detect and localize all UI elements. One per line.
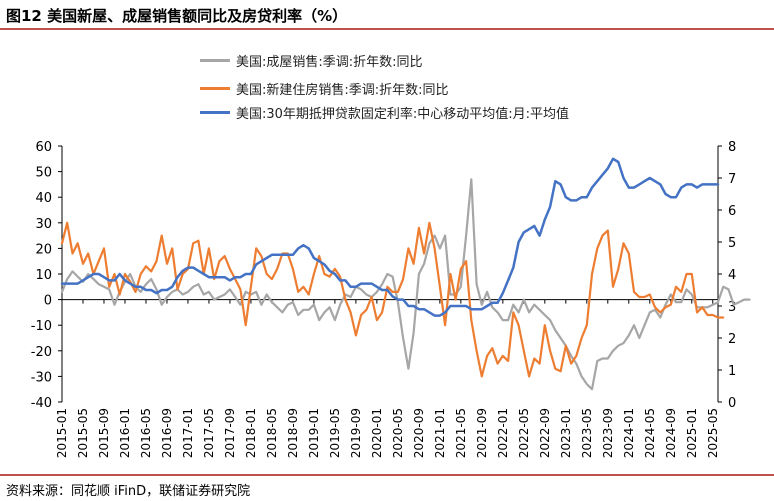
x-tick-label: 2020-05 <box>391 408 405 458</box>
x-tick-label: 2018-05 <box>265 408 279 458</box>
x-tick-label: 2025-01 <box>685 408 699 458</box>
legend-swatch-existing <box>200 59 230 62</box>
x-tick-label: 2018-01 <box>244 408 258 458</box>
x-tick-label: 2015-01 <box>55 408 69 458</box>
y-left-tick-label: -30 <box>31 370 52 385</box>
x-tick-label: 2017-09 <box>223 408 237 458</box>
x-tick-label: 2022-05 <box>517 408 531 458</box>
x-tick-label: 2025-05 <box>706 408 720 458</box>
x-tick-label: 2015-05 <box>76 408 90 458</box>
x-tick-label: 2023-05 <box>580 408 594 458</box>
y-left-tick-label: -20 <box>31 345 52 360</box>
x-tick-label: 2017-01 <box>181 408 195 458</box>
y-right-tick-label: 8 <box>728 140 736 155</box>
series-line-existing <box>60 178 751 391</box>
y-right-tick-label: 5 <box>728 236 736 251</box>
legend-swatch-new <box>200 87 230 90</box>
series-layer <box>60 157 751 391</box>
y-right-tick-label: 0 <box>728 396 736 411</box>
y-left-tick-label: 30 <box>35 217 52 232</box>
x-tick-label: 2023-09 <box>601 408 615 458</box>
series-line-new <box>60 221 725 378</box>
x-tick-label: 2019-09 <box>349 408 363 458</box>
axes: -40 -30 -20 -10 0 10 20 30 40 50 60 0 1 2 3 4 5 6 7 8 2015-0… <box>31 140 737 458</box>
y-left-tick-label: 50 <box>35 166 52 181</box>
source-note: 资料来源：同花顺 iFinD，联储证券研究院 <box>6 484 251 499</box>
x-tick-label: 2020-09 <box>412 408 426 458</box>
x-tick-label: 2019-05 <box>328 408 342 458</box>
x-tick-label: 2017-05 <box>202 408 216 458</box>
x-tick-label: 2024-01 <box>622 408 636 458</box>
y-left-tick-label: 10 <box>35 268 52 283</box>
y-right-tick-label: 2 <box>728 332 736 347</box>
x-tick-label: 2023-01 <box>559 408 573 458</box>
y-right-tick-label: 7 <box>728 172 736 187</box>
legend-label-new: 美国:新建住房销售:季调:折年数:同比 <box>236 83 449 98</box>
x-tick-label: 2024-05 <box>643 408 657 458</box>
x-tick-label: 2016-01 <box>118 408 132 458</box>
y-left-tick-label: 0 <box>44 294 52 309</box>
y-left-tick-label: 60 <box>35 140 52 155</box>
legend-swatch-rate <box>200 111 230 114</box>
chart: -40 -30 -20 -10 0 10 20 30 40 50 60 0 1 2 3 4 5 6 7 8 2015-0… <box>31 140 751 458</box>
y-left-tick-label: -40 <box>31 396 52 411</box>
y-left-tick-label: 20 <box>35 242 52 257</box>
y-right-tick-label: 3 <box>728 300 736 315</box>
y-left-tick-label: 40 <box>35 191 52 206</box>
series-line-rate <box>60 157 720 317</box>
y-right-tick-label: 1 <box>728 364 736 379</box>
x-tick-label: 2016-09 <box>160 408 174 458</box>
legend-label-existing: 美国:成屋销售:季调:折年数:同比 <box>236 55 423 70</box>
x-tick-label: 2020-01 <box>370 408 384 458</box>
title-bar: 图12 美国新屋、成屋销售额同比及房贷利率（%） <box>0 0 774 30</box>
y-right-tick-label: 6 <box>728 204 736 219</box>
x-tick-label: 2021-09 <box>475 408 489 458</box>
footer-divider <box>0 474 774 476</box>
x-tick-label: 2024-09 <box>664 408 678 458</box>
x-tick-label: 2018-09 <box>286 408 300 458</box>
x-tick-label: 2015-09 <box>97 408 111 458</box>
x-tick-label: 2019-01 <box>307 408 321 458</box>
x-tick-label: 2022-01 <box>496 408 510 458</box>
legend-label-rate: 美国:30年期抵押贷款固定利率:中心移动平均值:月:平均值 <box>236 107 570 122</box>
y-right-tick-label: 4 <box>728 268 736 283</box>
x-tick-label: 2021-01 <box>433 408 447 458</box>
chart-title: 图12 美国新屋、成屋销售额同比及房贷利率（%） <box>6 7 348 25</box>
x-tick-label: 2016-05 <box>139 408 153 458</box>
x-tick-label: 2021-05 <box>454 408 468 458</box>
x-tick-label: 2022-09 <box>538 408 552 458</box>
y-left-tick-label: -10 <box>31 319 52 334</box>
